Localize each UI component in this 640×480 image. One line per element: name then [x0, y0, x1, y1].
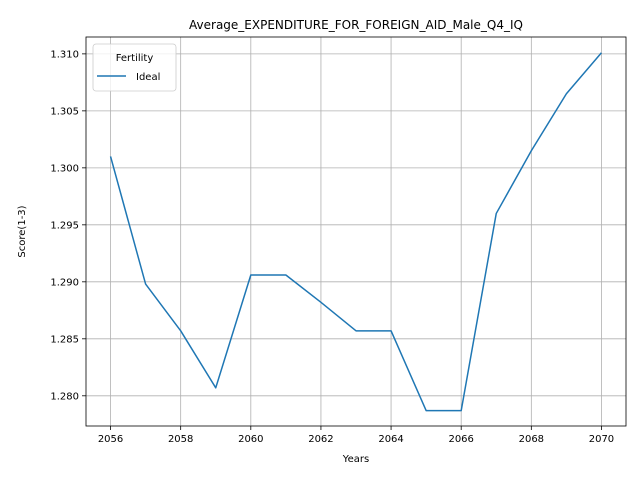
- y-tick-label: 1.310: [50, 49, 79, 60]
- y-tick-label: 1.300: [50, 163, 79, 174]
- axis-ticks: 2056 2058 2060 2062 2064 2066 2068 2070 1.280 1.2…: [50, 49, 614, 445]
- x-axis-label: Years: [342, 454, 369, 465]
- x-tick-label: 2062: [308, 434, 333, 445]
- y-tick-label: 1.295: [50, 220, 79, 231]
- y-tick-label: 1.285: [50, 334, 79, 345]
- x-tick-label: 2060: [238, 434, 263, 445]
- plot-area-frame: [85, 36, 627, 427]
- x-tick-label: 2066: [448, 434, 473, 445]
- series-line-ideal: [109, 52, 603, 412]
- legend-label-ideal: Ideal: [136, 72, 160, 83]
- y-tick-label: 1.305: [50, 106, 79, 117]
- x-tick-label: 2070: [589, 434, 614, 445]
- x-tick-label: 2068: [519, 434, 544, 445]
- series-layer: [109, 52, 603, 412]
- grid-lines: [86, 37, 626, 426]
- x-tick-label: 2064: [378, 434, 403, 445]
- y-axis-label: Score(1-3): [17, 205, 28, 257]
- chart-title: Average_EXPENDITURE_FOR_FOREIGN_AID_Male…: [189, 18, 523, 32]
- y-tick-label: 1.290: [50, 277, 79, 288]
- legend: Fertility Ideal: [92, 43, 177, 92]
- legend-box: [92, 43, 177, 92]
- legend-title: Fertility: [116, 53, 154, 64]
- x-tick-label: 2056: [98, 434, 123, 445]
- y-tick-label: 1.280: [50, 391, 79, 402]
- x-tick-label: 2058: [168, 434, 193, 445]
